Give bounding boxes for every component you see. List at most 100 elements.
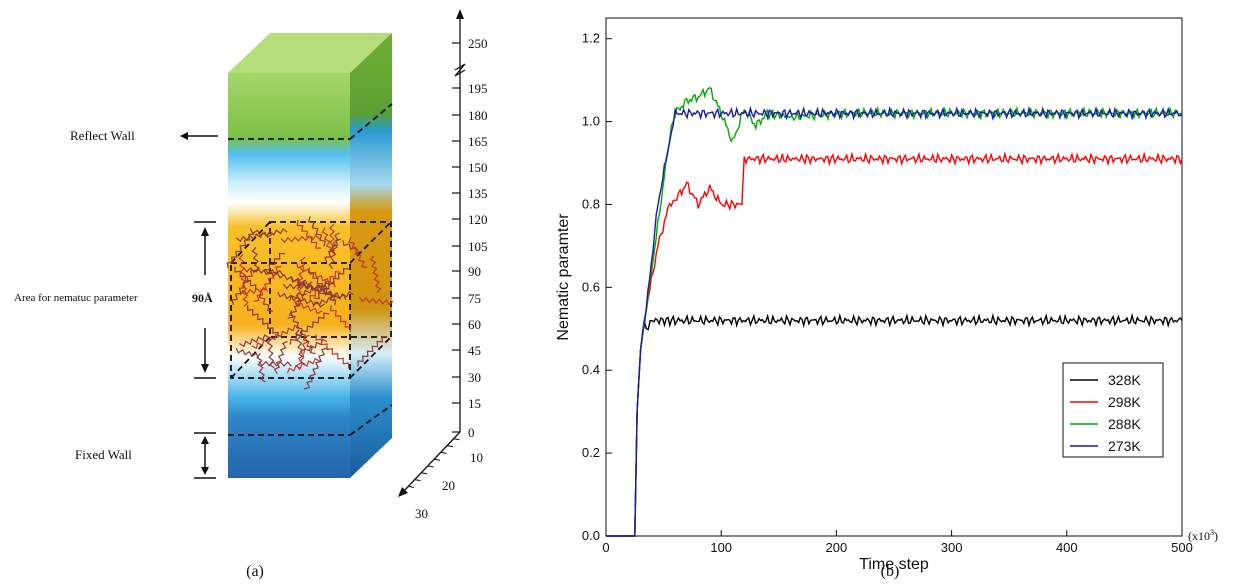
molecule <box>286 357 321 374</box>
depth-axis-line <box>401 431 461 494</box>
caption-a: (a) <box>246 563 264 580</box>
molecule <box>313 267 349 300</box>
depth-tick <box>440 451 447 454</box>
z-tick-label: 45 <box>468 343 481 358</box>
x-multiplier-exp: 3 <box>1210 528 1214 537</box>
z-tick-label: 60 <box>468 317 481 332</box>
molecule <box>243 266 284 276</box>
x-tick-label: 100 <box>710 540 732 555</box>
area-arrow-down-head <box>201 364 209 373</box>
y-tick-label: 0.6 <box>582 279 600 294</box>
column-top-face <box>228 33 392 73</box>
z-tick-label: 120 <box>468 212 488 227</box>
depth-tick <box>414 479 421 482</box>
molecule <box>251 324 300 350</box>
molecule <box>303 338 328 355</box>
z-tick-label: 250 <box>468 36 488 51</box>
molecule <box>251 246 261 273</box>
molecule <box>239 334 270 348</box>
depth-tick-label: 10 <box>470 450 483 465</box>
fixed-arrow-down-head <box>201 467 209 475</box>
column-side-face <box>350 33 392 478</box>
molecule <box>273 340 288 374</box>
column-front-face <box>228 73 350 478</box>
y-tick-label: 1.0 <box>582 114 600 129</box>
area-height-arrow <box>194 221 216 379</box>
z-tick-label: 105 <box>468 239 488 254</box>
x-tick-label: 500 <box>1171 540 1193 555</box>
reflect-wall-plane <box>228 103 393 140</box>
molecule <box>342 240 363 254</box>
molecule <box>253 266 282 302</box>
molecule <box>287 293 307 319</box>
legend-label: 328K <box>1108 372 1141 388</box>
x-tick-label: 300 <box>941 540 963 555</box>
legend-label: 288K <box>1108 416 1141 432</box>
y-tick-label: 1.2 <box>582 31 600 46</box>
depth-axis-ticks: 10 20 30 <box>407 438 483 521</box>
molecule <box>312 290 354 308</box>
molecule <box>348 236 368 269</box>
depth-tick <box>420 472 428 475</box>
depth-tick <box>453 438 460 441</box>
molecule <box>289 281 331 302</box>
thickness-label: 90Å <box>192 291 213 305</box>
molecule <box>226 233 255 269</box>
series-lines <box>606 86 1183 537</box>
z-tick-label: 0 <box>468 425 475 440</box>
molecule <box>324 238 342 263</box>
z-tick-label: 180 <box>468 108 488 123</box>
z-tick-label: 30 <box>468 370 481 385</box>
fixed-wall-plane <box>228 404 393 436</box>
x-tick-label: 400 <box>1056 540 1078 555</box>
y-tick-label: 0.4 <box>582 362 600 377</box>
molecule <box>369 255 382 293</box>
depth-tick <box>446 445 454 448</box>
molecule <box>249 228 273 239</box>
fixed-wall-label: Fixed Wall <box>75 447 132 462</box>
molecule <box>246 305 279 338</box>
area-arrow-up-head <box>201 227 209 236</box>
z-tick-label: 90 <box>468 264 481 279</box>
legend: 328K 298K 288K 273K <box>1062 362 1164 458</box>
molecule <box>238 254 249 307</box>
y-tick-label: 0.2 <box>582 445 600 460</box>
z-tick-label: 165 <box>468 134 488 149</box>
molecule <box>258 360 292 367</box>
molecule <box>357 335 388 367</box>
z-axis-arrow-head <box>456 9 464 19</box>
x-multiplier-close: ) <box>1214 529 1218 543</box>
y-axis-label: Nematic paramter <box>555 213 572 341</box>
z-tick-label: 15 <box>468 396 481 411</box>
molecule <box>330 305 352 333</box>
molecule <box>290 276 337 299</box>
depth-tick-label: 20 <box>442 478 455 493</box>
molecule <box>321 227 333 254</box>
molecule <box>235 347 259 359</box>
molecule <box>263 269 313 286</box>
z-tick-label: 135 <box>468 186 488 201</box>
x-tick-label: 200 <box>826 540 848 555</box>
x-multiplier: (x103) <box>1188 528 1218 543</box>
x-axis-label: Time step <box>859 556 929 573</box>
y-axis-ticks: 0.0 0.2 0.4 0.6 0.8 1.0 1.2 <box>582 31 612 543</box>
depth-tick-label: 30 <box>415 506 428 521</box>
molecule <box>280 234 321 244</box>
z-tick-label: 75 <box>468 291 481 306</box>
plot-frame <box>605 17 1183 537</box>
molecule <box>289 312 330 345</box>
y-tick-label: 0.8 <box>582 196 600 211</box>
molecule <box>307 216 327 247</box>
molecule <box>235 227 288 243</box>
y-tick-label: 0.0 <box>582 528 600 543</box>
nematic-area <box>230 221 392 379</box>
liquid-crystal-molecules <box>226 216 394 390</box>
x-multiplier-base: (x10 <box>1188 529 1210 543</box>
molecule <box>303 347 328 390</box>
molecule <box>234 266 257 291</box>
molecule <box>258 292 274 312</box>
reflect-wall-label: Reflect Wall <box>70 128 135 143</box>
legend-box <box>1062 362 1164 458</box>
